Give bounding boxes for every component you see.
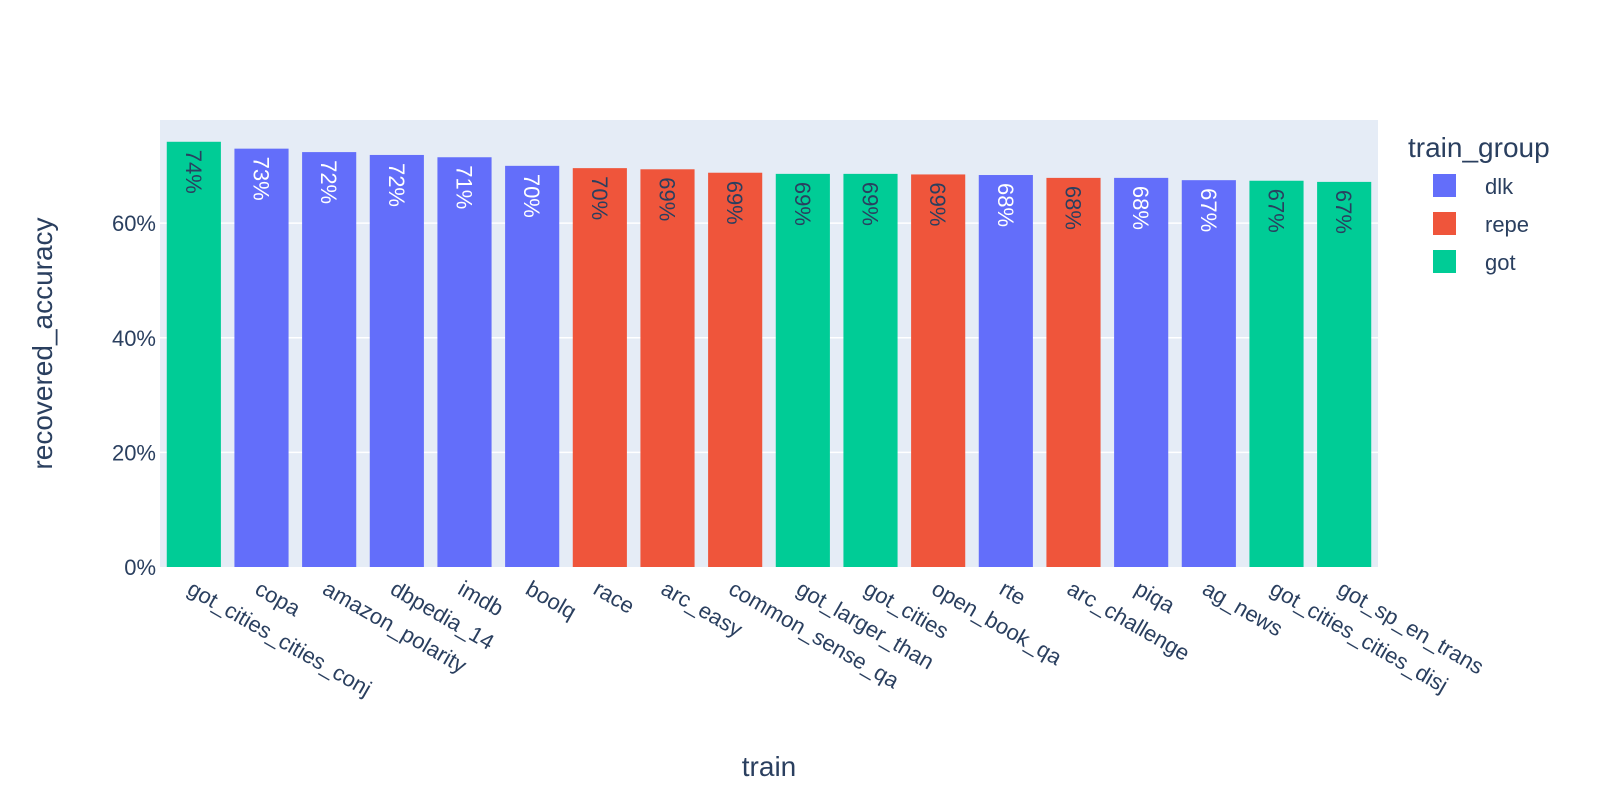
legend-label-got[interactable]: got [1485,250,1516,275]
bar-data-label: 72% [316,160,341,204]
bar-data-label: 73% [249,157,274,201]
y-tick-label: 0% [124,555,156,580]
legend-label-repe[interactable]: repe [1485,212,1529,237]
bar-rte[interactable] [978,175,1033,567]
bar-got_cities[interactable] [843,173,898,567]
y-tick-label: 40% [112,326,156,351]
legend-label-dlk[interactable]: dlk [1485,174,1514,199]
bar-data-label: 67% [1196,188,1221,232]
y-tick-label: 20% [112,440,156,465]
x-axis-title: train [742,751,796,782]
bar-common_sense_qa[interactable] [708,172,763,567]
y-axis-title: recovered_accuracy [27,217,58,469]
bar-data-label: 67% [1264,189,1289,233]
bar-imdb[interactable] [437,157,492,567]
bar-data-label: 71% [452,165,477,209]
bar-data-label: 68% [993,183,1018,227]
legend-swatch-repe [1433,212,1456,235]
bar-amazon_polarity[interactable] [302,152,357,568]
bar-data-label: 70% [587,176,612,220]
legend: train_group dlk repe got [1408,132,1550,275]
bar-ag_news[interactable] [1181,180,1236,567]
bar-dbpedia_14[interactable] [369,154,424,567]
bar-arc_easy[interactable] [640,169,695,568]
bar-arc_challenge[interactable] [1046,177,1101,567]
plot-area [160,120,1378,567]
legend-swatch-dlk [1433,174,1456,197]
bar-race[interactable] [572,168,627,567]
y-tick-label: 60% [112,211,156,236]
bar-data-label: 69% [655,177,680,221]
bar-copa[interactable] [234,148,289,567]
bar-data-label: 70% [519,174,544,218]
x-tick-label: race [589,576,639,619]
bar-open_book_qa[interactable] [911,174,966,567]
bar-data-label: 72% [384,163,409,207]
bar-data-label: 69% [858,182,883,226]
bar-data-label: 68% [1128,186,1153,230]
bar-got_larger_than[interactable] [775,173,830,567]
legend-swatch-got [1433,250,1456,273]
bar-boolq[interactable] [505,165,560,567]
bar-data-label: 69% [790,182,815,226]
legend-title: train_group [1408,132,1550,163]
x-tick-label: boolq [522,576,581,625]
bar-piqa[interactable] [1114,177,1169,567]
bar-data-label: 74% [181,150,206,194]
bar-data-label: 69% [722,181,747,225]
bar-data-label: 67% [1331,190,1356,234]
x-tick-label: arc_challenge [1063,576,1194,666]
bar-got_cities_cities_conj[interactable] [166,141,221,567]
x-tick-label: rte [995,576,1030,610]
bar-got_cities_cities_disj[interactable] [1249,180,1304,567]
bar-data-label: 68% [1061,186,1086,230]
bar-got_sp_en_trans[interactable] [1317,181,1372,567]
bar-data-label: 69% [925,182,950,226]
